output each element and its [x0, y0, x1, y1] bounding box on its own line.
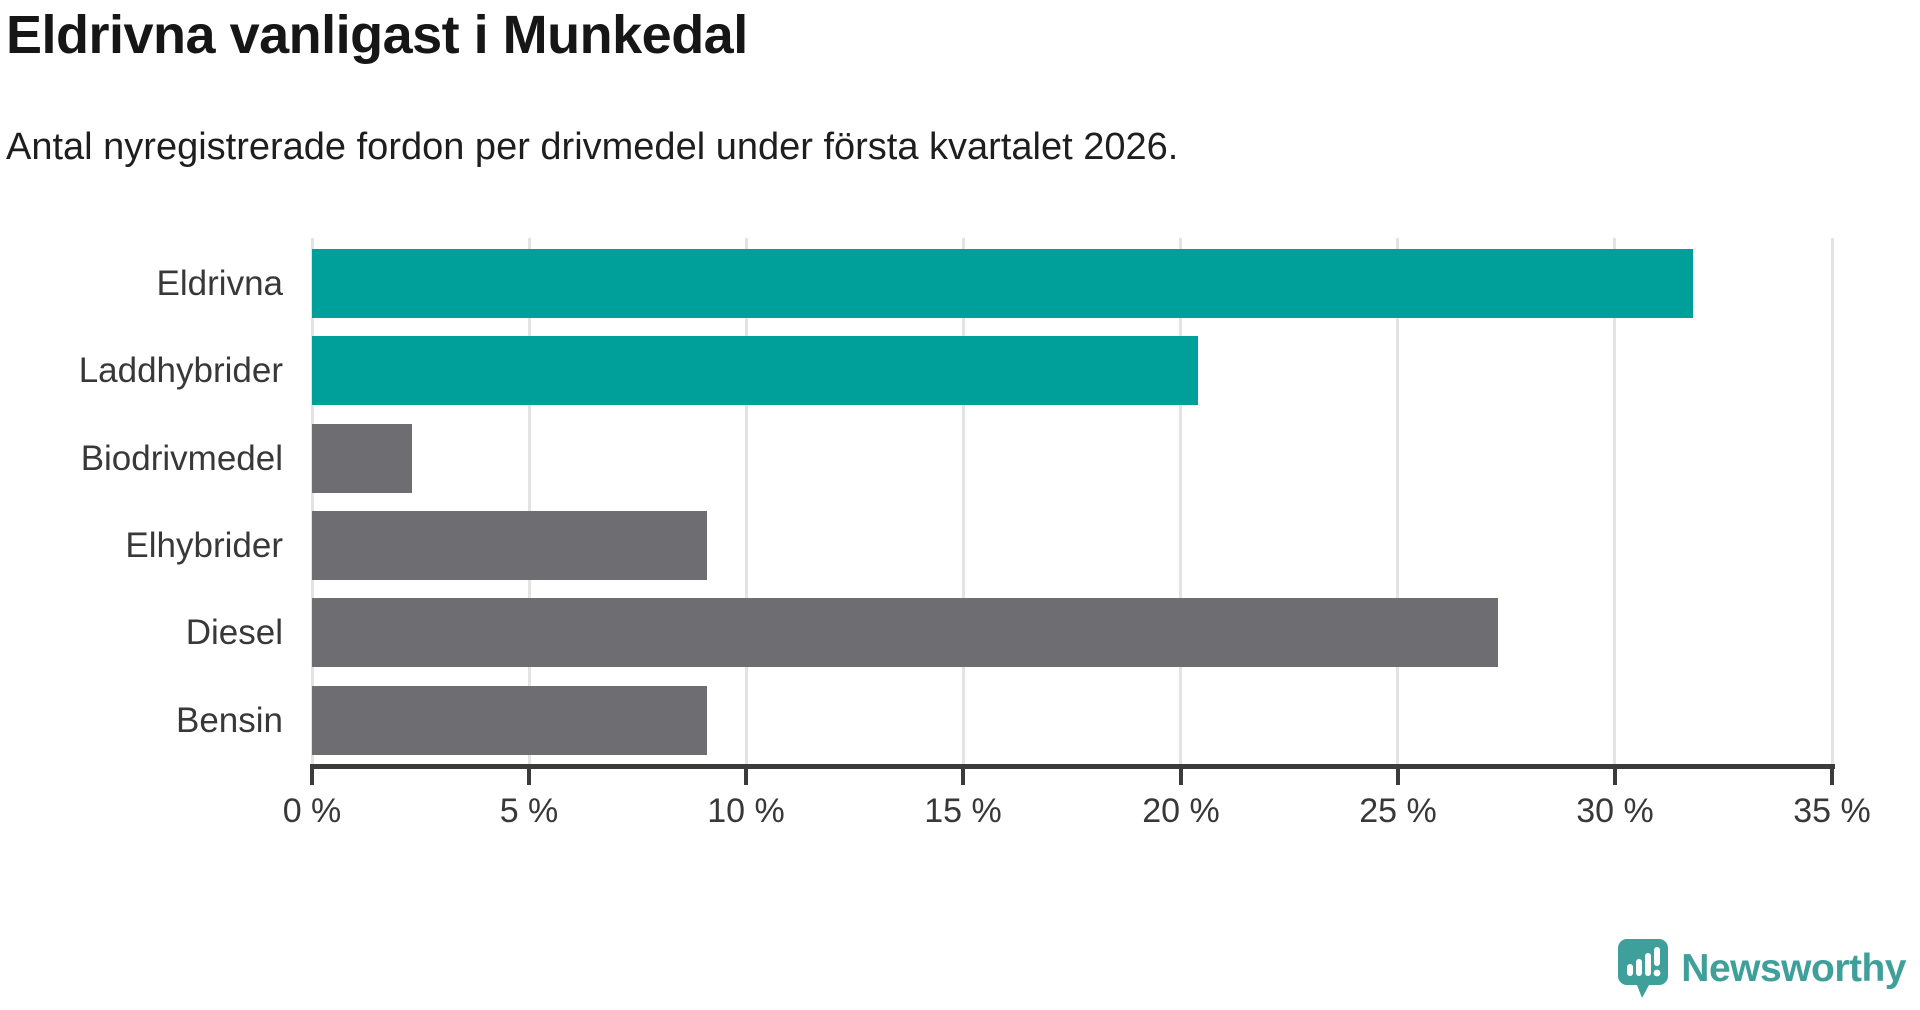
brand-wordmark: Newsworthy [1681, 947, 1906, 990]
category-label-diesel: Diesel [185, 612, 283, 652]
bar-biodrivmedel [312, 424, 412, 493]
category-labels: Eldrivna Laddhybrider Biodrivmedel Elhybrid… [0, 238, 283, 766]
tick-label-35: 35 % [1793, 792, 1871, 830]
axis-tick-5 [527, 764, 531, 785]
category-label-eldrivna: Eldrivna [156, 263, 283, 303]
plot-area [311, 238, 1834, 766]
brand-footer: Newsworthy [1617, 938, 1906, 1000]
axis-tick-25 [1396, 764, 1400, 785]
gridline-0 [311, 238, 314, 766]
tick-label-5: 5 % [499, 792, 559, 830]
axis-tick-35 [1830, 764, 1834, 785]
tick-label-15: 15 % [924, 792, 1002, 830]
newsworthy-speech-bubble-chart-icon [1618, 939, 1669, 998]
chart-subtitle: Antal nyregistrerade fordon per drivmede… [6, 126, 1179, 168]
bar-laddhybrider [312, 336, 1198, 405]
category-label-bensin: Bensin [175, 700, 283, 740]
bar-eldrivna [312, 249, 1693, 318]
category-label-biodrivmedel: Biodrivmedel [80, 438, 283, 478]
category-label-elhybrider: Elhybrider [125, 525, 283, 565]
axis-tick-20 [1179, 764, 1183, 785]
category-label-laddhybrider: Laddhybrider [78, 350, 283, 390]
gridline-15 [962, 238, 965, 766]
gridline-25 [1396, 238, 1399, 766]
gridline-35 [1831, 238, 1834, 766]
gridline-20 [1179, 238, 1182, 766]
tick-label-0: 0 % [282, 792, 342, 830]
axis-tick-30 [1613, 764, 1617, 785]
gridline-5 [528, 238, 531, 766]
gridline-30 [1613, 238, 1616, 766]
axis-tick-0 [310, 764, 314, 785]
axis-tick-15 [961, 764, 965, 785]
axis-tick-10 [744, 764, 748, 785]
tick-label-25: 25 % [1359, 792, 1437, 830]
tick-label-30: 30 % [1576, 792, 1654, 830]
chart-title: Eldrivna vanligast i Munkedal [6, 5, 748, 65]
bar-elhybrider [312, 511, 707, 580]
tick-label-10: 10 % [707, 792, 785, 830]
tick-label-20: 20 % [1142, 792, 1220, 830]
bar-bensin [312, 686, 707, 755]
gridline-10 [745, 238, 748, 766]
bar-diesel [312, 598, 1498, 667]
